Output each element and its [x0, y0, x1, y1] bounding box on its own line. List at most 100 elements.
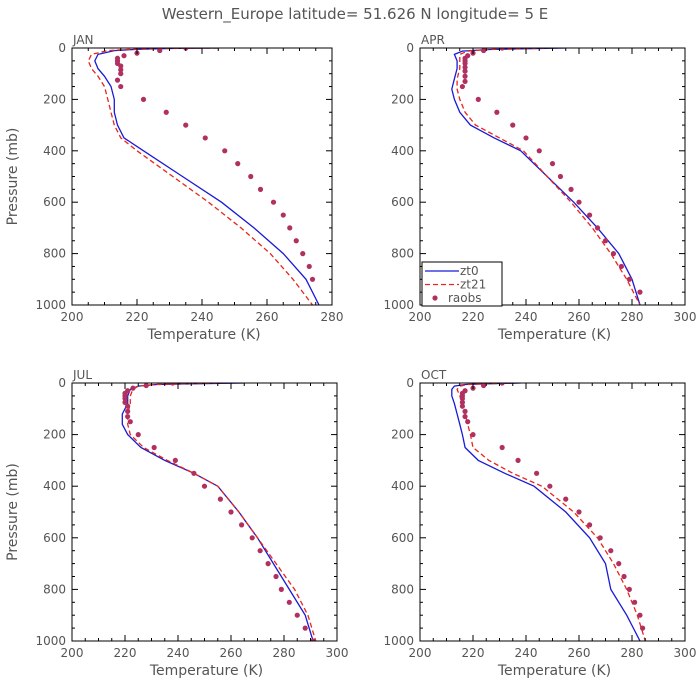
legend-label-zt21: zt21 — [460, 278, 486, 292]
y-tick-label: 0 — [58, 376, 66, 390]
raobs-point — [637, 612, 643, 618]
y-tick-label: 200 — [391, 92, 414, 106]
series-group — [121, 383, 317, 641]
raobs-point — [121, 53, 127, 59]
raobs-point — [637, 289, 643, 295]
raobs-point — [499, 444, 505, 451]
panels: 200 220 240 260 280 0 200 400 600 800 1000 JAN Tempe… — [5, 33, 696, 679]
x-axis-label: Temperature (K) — [497, 663, 611, 679]
x-axis-label: Temperature (K) — [146, 327, 260, 343]
raobs-point — [576, 509, 582, 515]
y-tick-label: 800 — [43, 247, 66, 261]
raobs-point — [510, 122, 516, 128]
x-tick-label: 300 — [326, 646, 349, 660]
y-tick-label: 0 — [406, 41, 414, 55]
y-tick-label: 200 — [391, 428, 414, 442]
raobs-point — [587, 522, 593, 528]
raobs-point — [257, 548, 263, 554]
raobs-point — [462, 73, 468, 79]
raobs-point — [563, 496, 569, 502]
raobs-point — [130, 385, 136, 391]
raobs-point — [286, 599, 292, 605]
raobs-point — [640, 625, 646, 631]
raobs-point — [597, 535, 603, 541]
y-tick-label: 600 — [391, 531, 414, 545]
x-tick-label: 300 — [674, 310, 697, 324]
raobs-point — [293, 238, 299, 244]
x-tick-label: 200 — [61, 310, 84, 324]
raobs-point — [202, 135, 208, 141]
x-tick-label: 260 — [220, 646, 243, 660]
raobs-point — [239, 522, 245, 528]
raobs-point — [515, 457, 521, 463]
legend-swatch-raobs — [432, 295, 438, 301]
y-tick-label: 400 — [43, 144, 66, 158]
raobs-point — [127, 419, 133, 425]
y-tick-label: 600 — [43, 531, 66, 545]
raobs-point — [459, 395, 465, 402]
panel-label: OCT — [421, 368, 447, 382]
raobs-point — [576, 199, 582, 205]
x-tick-label: 280 — [321, 310, 344, 324]
raobs-point — [222, 148, 228, 154]
x-tick-label: 240 — [191, 310, 214, 324]
y-tick-label: 0 — [58, 41, 66, 55]
zt0-line — [94, 48, 320, 305]
y-tick-label: 600 — [391, 195, 414, 209]
raobs-point — [287, 225, 293, 231]
zt21-line — [87, 48, 314, 305]
raobs-point — [270, 199, 277, 205]
zt21-line — [456, 383, 646, 641]
raobs-point — [248, 173, 254, 180]
raobs-point — [265, 561, 271, 567]
x-tick-label: 260 — [568, 646, 591, 660]
raobs-point — [557, 173, 564, 180]
x-tick-label: 260 — [568, 310, 591, 324]
y-tick-label: 1000 — [383, 298, 414, 312]
x-tick-label: 220 — [114, 646, 137, 660]
x-tick-label: 240 — [515, 646, 538, 660]
raobs-point — [125, 403, 131, 409]
raobs-point — [459, 83, 465, 90]
raobs-point — [278, 586, 284, 593]
y-tick-label: 1000 — [35, 298, 66, 312]
raobs-point — [302, 625, 308, 631]
raobs-point — [151, 444, 157, 451]
y-tick-label: 1000 — [383, 634, 414, 648]
y-tick-label: 800 — [43, 582, 66, 596]
zt0-line — [121, 383, 314, 641]
x-tick-label: 280 — [621, 646, 644, 660]
raobs-point — [618, 263, 625, 270]
x-tick-label: 200 — [409, 310, 432, 324]
raobs-point — [140, 96, 147, 102]
raobs-point — [594, 225, 601, 231]
raobs-point — [306, 263, 312, 270]
raobs-point — [191, 470, 197, 476]
x-axis-label: Temperature (K) — [497, 327, 611, 343]
raobs-point — [475, 96, 481, 102]
raobs-point — [172, 457, 178, 463]
legend-label-zt0: zt0 — [460, 264, 479, 278]
series-group — [87, 48, 320, 305]
raobs-point — [294, 612, 300, 618]
x-tick-label: 200 — [61, 646, 84, 660]
raobs-point — [481, 383, 487, 389]
raobs-point — [481, 48, 487, 54]
raobs-point — [470, 432, 476, 438]
y-tick-label: 1000 — [35, 634, 66, 648]
raobs-point — [122, 399, 128, 405]
y-tick-label: 200 — [43, 428, 66, 442]
x-tick-label: 200 — [409, 646, 432, 660]
zt0-line — [451, 383, 641, 641]
raobs-point — [257, 186, 264, 192]
panel-jul: 200 220 240 260 280 300 0 200 400 600 800 1000 JUL Te… — [5, 368, 348, 679]
raobs-point — [163, 109, 169, 115]
raobs-point — [626, 586, 632, 593]
raobs-point — [499, 383, 505, 386]
raobs-point — [310, 638, 316, 641]
y-tick-label: 200 — [43, 92, 66, 106]
raobs-point — [459, 399, 465, 405]
y-axis-label: Pressure (mb) — [5, 128, 21, 226]
raobs-point — [462, 64, 468, 70]
